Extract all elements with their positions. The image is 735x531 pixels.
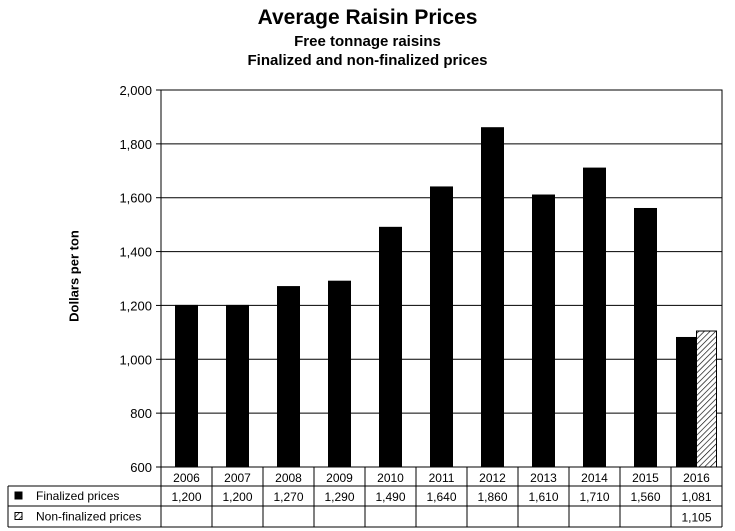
x-tick-label: 2011 — [429, 471, 455, 485]
bar-finalized — [676, 336, 697, 468]
chart-title: Average Raisin Prices — [257, 6, 478, 29]
y-tick-label: 1,600 — [119, 191, 152, 206]
y-tick-label: 1,000 — [119, 352, 152, 367]
data-label: 1,200 — [171, 490, 201, 504]
bar-finalized — [277, 286, 300, 468]
y-tick-label: 800 — [130, 406, 152, 421]
axes: 600 800 1,000 1,200 1,400 1,600 1,800 2,000 — [119, 83, 723, 475]
bars — [175, 127, 717, 468]
bar-non-finalized — [696, 330, 717, 468]
x-tick-label: 2009 — [326, 471, 353, 485]
x-tick-label: 2010 — [377, 471, 404, 485]
x-tick-label: 2006 — [173, 471, 200, 485]
x-tick-label: 2008 — [275, 471, 302, 485]
data-label: 1,560 — [630, 490, 660, 504]
data-label: 1,860 — [477, 490, 507, 504]
legend-entry: Finalized prices — [36, 489, 119, 503]
data-label: 1,081 — [681, 490, 711, 504]
bar-finalized — [430, 186, 453, 468]
x-tick-label: 2015 — [632, 471, 659, 485]
bar-finalized — [379, 226, 402, 468]
y-tick-label: 600 — [130, 460, 152, 475]
data-label: 1,270 — [273, 490, 303, 504]
legend-key-non-finalized — [14, 512, 23, 520]
data-label: 1,710 — [579, 490, 609, 504]
x-tick-label: 2012 — [479, 471, 506, 485]
data-label: 1,610 — [528, 490, 558, 504]
data-label: 1,200 — [222, 490, 252, 504]
legend-entry: Non-finalized prices — [36, 510, 141, 524]
x-tick-label: 2014 — [581, 471, 608, 485]
data-label: 1,290 — [324, 490, 354, 504]
chart-subtitle-2: Finalized and non-finalized prices — [247, 52, 488, 69]
chart-subtitle-1: Free tonnage raisins — [294, 33, 441, 50]
y-tick-label: 1,800 — [119, 137, 152, 152]
bar-finalized — [634, 207, 657, 468]
bar-finalized — [328, 280, 351, 468]
bar-finalized — [583, 167, 606, 468]
y-tick-label: 2,000 — [119, 83, 152, 98]
data-table: 2006 2007 2008 2009 2010 2011 2012 2013 2014 2015… — [7, 466, 723, 528]
x-tick-label: 2007 — [224, 471, 251, 485]
x-tick-label: 2016 — [683, 471, 710, 485]
y-tick-label: 1,400 — [119, 245, 152, 260]
data-label: 1,490 — [375, 490, 405, 504]
legend-key-finalized — [14, 491, 23, 500]
y-tick-label: 1,200 — [119, 298, 152, 313]
bar-finalized — [481, 127, 504, 468]
x-tick-label: 2013 — [530, 471, 557, 485]
bar-finalized — [175, 304, 198, 468]
bar-finalized — [532, 194, 555, 468]
bar-finalized — [226, 304, 249, 468]
data-label: 1,105 — [681, 511, 711, 525]
data-label: 1,640 — [426, 490, 456, 504]
